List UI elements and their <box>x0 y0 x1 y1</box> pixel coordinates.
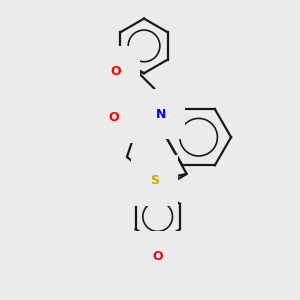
Text: O: O <box>111 65 121 78</box>
Text: O: O <box>152 250 163 263</box>
Text: N: N <box>156 108 166 121</box>
Text: S: S <box>150 174 159 187</box>
Text: O: O <box>108 111 119 124</box>
